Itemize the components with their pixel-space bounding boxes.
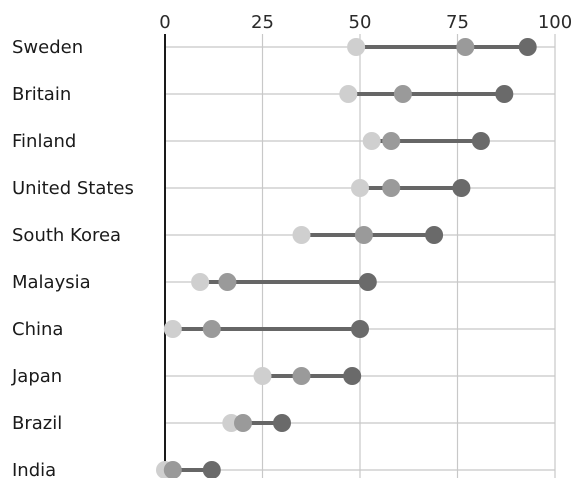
dot-malaysia-1 bbox=[191, 273, 210, 291]
dot-japan-1 bbox=[253, 367, 272, 385]
dot-china-2 bbox=[202, 320, 221, 338]
dot-united-states-1 bbox=[351, 179, 369, 197]
dot-united-states-2 bbox=[382, 179, 401, 197]
category-label-india: India bbox=[12, 460, 56, 478]
dot-sweden-1 bbox=[347, 38, 366, 56]
dot-sweden-2 bbox=[456, 38, 475, 56]
dot-south-korea-1 bbox=[292, 226, 311, 244]
x-tick-label-100: 100 bbox=[538, 12, 572, 33]
dot-china-1 bbox=[163, 320, 182, 338]
dot-malaysia-2 bbox=[218, 273, 237, 291]
dot-finland-3 bbox=[471, 132, 490, 150]
dot-britain-1 bbox=[339, 85, 358, 103]
dot-japan-2 bbox=[292, 367, 311, 385]
dot-south-korea-3 bbox=[425, 226, 444, 244]
x-tick-label-25: 25 bbox=[251, 12, 274, 33]
category-label-united-states: United States bbox=[12, 178, 134, 199]
category-label-finland: Finland bbox=[12, 131, 76, 152]
category-labels: Sweden Britain Finland United States South K… bbox=[11, 37, 134, 478]
dot-india-3 bbox=[202, 461, 221, 478]
category-label-brazil: Brazil bbox=[12, 413, 62, 434]
dot-japan-3 bbox=[343, 367, 362, 385]
dot-finland-2 bbox=[382, 132, 401, 150]
dot-south-korea-2 bbox=[354, 226, 373, 244]
dot-finland-1 bbox=[362, 132, 381, 150]
dot-brazil-3 bbox=[273, 414, 291, 432]
dot-britain-3 bbox=[495, 85, 514, 103]
x-tick-label-0: 0 bbox=[159, 12, 170, 33]
dumbbell-marks bbox=[156, 38, 537, 478]
dot-india-2 bbox=[163, 461, 182, 478]
x-tick-label-75: 75 bbox=[446, 12, 469, 33]
x-tick-labels: 0 25 50 75 100 bbox=[159, 12, 572, 33]
category-label-china: China bbox=[12, 319, 63, 340]
dot-china-3 bbox=[351, 320, 369, 338]
dot-united-states-3 bbox=[452, 179, 471, 197]
dot-sweden-3 bbox=[518, 38, 537, 56]
dot-brazil-2 bbox=[234, 414, 252, 432]
x-tick-label-50: 50 bbox=[349, 12, 372, 33]
dot-malaysia-3 bbox=[358, 273, 377, 291]
category-label-sweden: Sweden bbox=[12, 37, 83, 58]
grid-layer bbox=[165, 34, 556, 478]
category-label-south-korea: South Korea bbox=[12, 225, 121, 246]
category-label-malaysia: Malaysia bbox=[12, 272, 91, 293]
category-label-britain: Britain bbox=[12, 84, 71, 105]
dot-britain-2 bbox=[393, 85, 412, 103]
category-label-japan: Japan bbox=[11, 366, 62, 387]
